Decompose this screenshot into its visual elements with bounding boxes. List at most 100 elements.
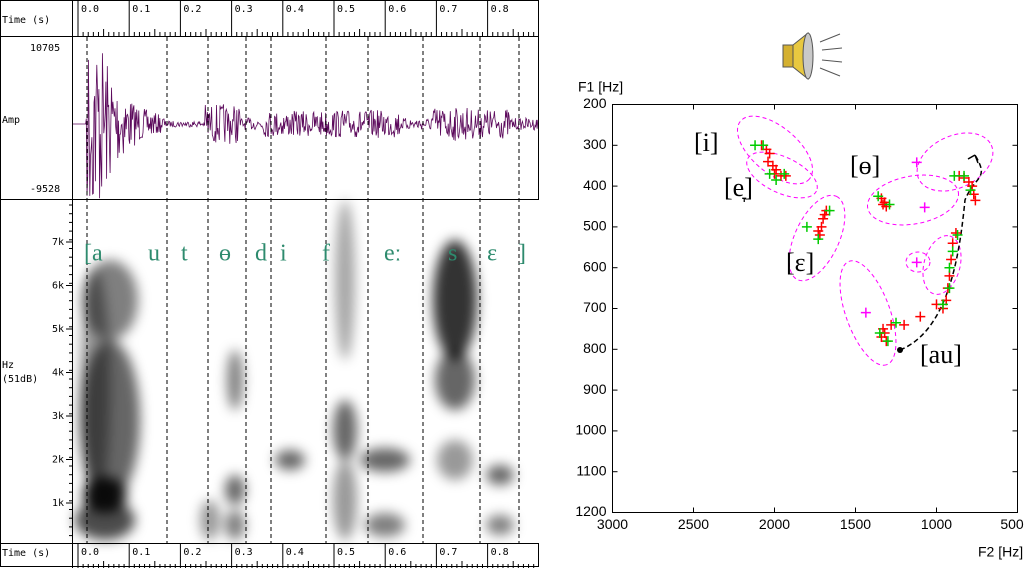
x-tick-label: 1000 [921,516,952,532]
time-tick-label: 0.6 [388,4,406,15]
point [899,319,910,330]
y-tick-label: 400 [583,177,607,193]
y-tick-label: 1000 [575,422,606,438]
segment-label: i [280,241,287,267]
segment-label: s [448,241,457,267]
spectrogram-energy [75,500,135,540]
y-tick-label: 300 [583,136,607,152]
point [882,336,893,347]
point [915,311,926,322]
y-tick-label: 500 [583,218,607,234]
segment-label: u [148,241,160,267]
time-tick-label: 0.1 [132,4,150,15]
x-tick-label: 2000 [759,516,790,532]
amp-label: Amp [2,115,20,126]
time-tick-label: 0.5 [337,4,355,15]
point [911,157,922,168]
point [873,191,884,202]
point [764,148,775,159]
spectrogram-energy [435,350,475,410]
cluster-ellipses [736,115,994,366]
spectrogram-energy [80,270,110,510]
spectrogram-energy [486,515,514,535]
spec-tick-label: 4k [52,368,64,379]
spectrogram-energy [225,475,245,505]
y-axis-label: F1 [Hz] [578,79,623,95]
spec-tick-label: 3k [52,411,64,422]
point [911,257,922,268]
point [884,199,895,210]
plot-frame [612,104,1018,513]
vowel-label: [ɵ] [850,151,880,180]
spectrogram-energy [227,350,243,410]
amp-min: -9528 [30,184,60,195]
segment-boundaries [86,37,520,543]
y-tick-label: 900 [583,381,607,397]
spectrogram-energy [437,440,473,480]
time-tick-label: 0.8 [491,4,509,15]
y-tick-label: 800 [583,340,607,356]
y-tick-label: 200 [583,95,607,111]
point [780,170,791,181]
spec-tick-label: 1k [52,498,64,509]
spectrogram-energy [333,460,357,540]
vowel-label: [e̞] [724,173,753,202]
spec-tick-label: 6k [52,281,64,292]
time-tick-label: 0.2 [183,547,201,558]
time-tick-label: 0.7 [439,547,457,558]
trajectory-start [897,347,903,353]
point [944,262,955,273]
time-tick-label: 0.4 [286,4,304,15]
point [801,221,812,232]
vowel-label: [i] [694,128,719,157]
time-tick-label: 0.2 [183,4,201,15]
spectrogram-energy [365,513,405,537]
waveform-trace [73,53,539,199]
time-axis-label: Time (s) [2,548,50,559]
vowel-label: [au] [920,340,962,369]
point [944,283,955,294]
arrow-head [967,154,979,164]
point [959,170,970,181]
spectrogram-energy [225,510,245,540]
y-tick-label: 600 [583,258,607,274]
point [947,246,958,257]
spectrogram-energy [360,448,410,472]
x-tick-label: 500 [1000,516,1024,532]
spec-tick-label: 7k [52,237,64,248]
spectrogram [75,200,514,540]
point [946,254,957,265]
point [779,168,790,179]
time-tick-label: 0.0 [81,547,99,558]
speaker-icon[interactable] [782,31,843,81]
amp-max: 10705 [30,43,60,54]
x-tick-label: 1500 [840,516,871,532]
point [860,307,871,318]
vowel-label: [ɛ] [786,248,814,277]
spectrogram-energy [275,450,305,470]
time-tick-label: 0.5 [337,547,355,558]
segment-label: [a [84,241,103,267]
waveform [73,53,539,199]
point [891,317,901,328]
segment-label: d [255,241,267,267]
time-tick-label: 0.1 [132,547,150,558]
point [813,234,824,245]
spec-tick-label: 2k [52,455,64,466]
time-tick-label: 0.4 [286,547,304,558]
time-tick-label: 0.3 [235,547,253,558]
segment-label: ɛ [487,241,497,267]
segment-label: ] [518,241,526,267]
point [919,202,930,213]
y-tick-label: 1200 [575,503,606,519]
point [937,299,948,310]
point [970,195,981,206]
spectrogram-energy [486,465,514,485]
time-tick-label: 0.8 [491,547,509,558]
segment-label: eː [384,241,401,267]
point [886,319,897,330]
spectrogram-energy [333,400,357,460]
y-tick-label: 700 [583,299,607,315]
time-tick-label: 0.0 [81,4,99,15]
